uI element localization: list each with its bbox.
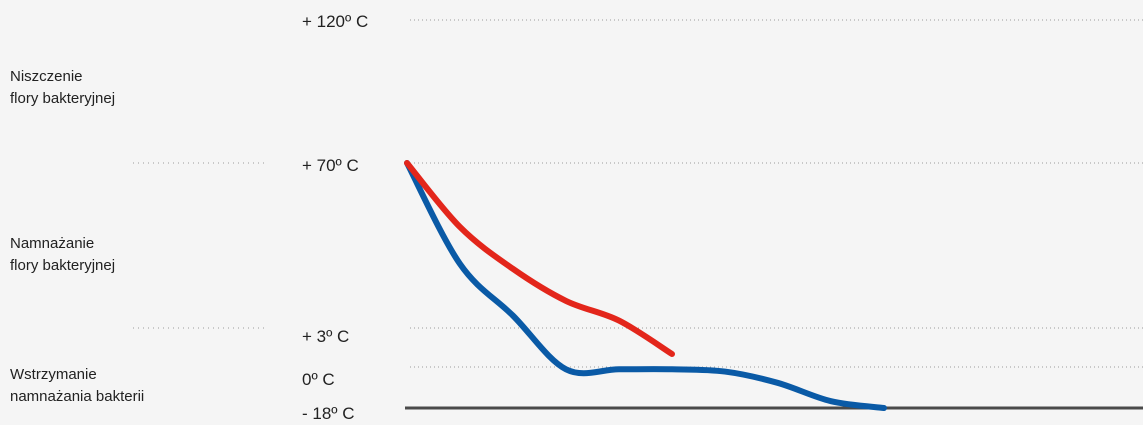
zone-label-line: Wstrzymanie xyxy=(10,366,97,383)
zone-label-line: Niszczenie xyxy=(10,68,83,85)
zone-label-line: Namnażanie xyxy=(10,235,95,252)
grid-lines xyxy=(133,19,1143,368)
y-tick-label: + 3º C xyxy=(302,327,350,346)
zone-label-growth: Namnażanie flory bakteryjnej xyxy=(10,233,115,277)
series-line xyxy=(404,160,675,357)
y-tick-label: 0º C xyxy=(302,370,335,389)
zone-label-halt: Wstrzymanie namnażania bakterii xyxy=(10,364,144,408)
zone-label-line: flory bakteryjnej xyxy=(10,257,116,274)
y-tick-label: + 120º C xyxy=(302,12,369,31)
series-line xyxy=(404,160,887,411)
zone-label-destruction: Niszczenie flory bakteryjnej xyxy=(10,66,115,110)
zone-label-line: namnażania bakterii xyxy=(10,388,145,405)
y-tick-label: + 70º C xyxy=(302,156,359,175)
zone-label-line: flory bakteryjnej xyxy=(10,90,116,107)
y-tick-label: - 18º C xyxy=(302,404,355,423)
series-layer xyxy=(404,160,887,411)
